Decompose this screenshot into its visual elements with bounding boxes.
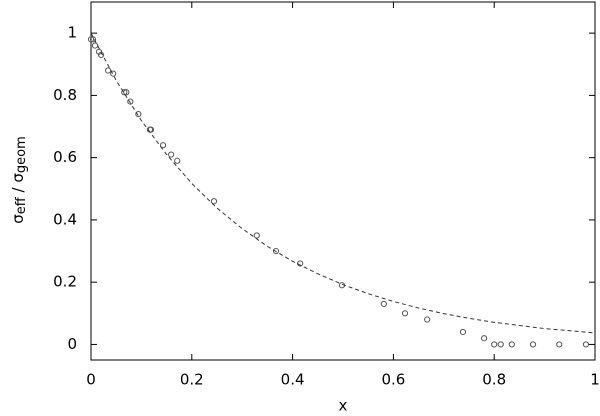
scatter-point [272, 247, 280, 255]
fit-curve [90, 32, 596, 334]
y-axis-label: σeff / σgeom [9, 136, 30, 223]
scatter-point [159, 142, 167, 149]
x-tick-label: 0.8 [482, 371, 506, 389]
scatter-point [110, 70, 117, 77]
x-tick-label: 0.6 [381, 371, 405, 389]
x-tick-label: 0.4 [281, 371, 305, 389]
scatter-point [135, 110, 142, 118]
scatter-point [91, 42, 99, 49]
y-label-subscript: geom [14, 136, 29, 173]
scatter-point [556, 341, 563, 348]
scatter-point [174, 157, 181, 164]
scatter-point [481, 335, 488, 342]
scatter-point [297, 260, 304, 267]
scatter-point [497, 341, 504, 348]
y-tick-label: 0.4 [53, 210, 77, 228]
scatter-point [424, 316, 431, 323]
scatter-point [380, 300, 387, 308]
scatter-point [508, 341, 515, 348]
scatter-point [168, 151, 175, 158]
scatter-point [401, 310, 409, 317]
y-tick-label: 0.8 [53, 86, 77, 104]
scatter-point [253, 232, 260, 239]
y-label-subscript: eff [14, 196, 29, 214]
scatter-point [529, 341, 537, 348]
y-tick-label: 1 [67, 24, 77, 42]
y-tick-label: 0.6 [53, 148, 77, 166]
scatter-point [87, 36, 95, 43]
y-tick-label: 0 [67, 335, 77, 353]
scatter-point [127, 98, 134, 105]
x-tick-label: 1 [590, 371, 600, 389]
y-label-part: σ [9, 214, 27, 224]
scatter-point [121, 89, 128, 96]
scatter-point [582, 341, 590, 348]
scatter-point [210, 198, 218, 205]
x-axis-label: x [339, 397, 348, 415]
scatter-point [123, 89, 130, 96]
x-tick-label: 0.2 [180, 371, 204, 389]
y-label-part: / σ [9, 173, 27, 198]
scatter-point [459, 328, 467, 336]
scatter-point [105, 67, 112, 74]
plot-frame [90, 1, 596, 361]
y-tick-label: 0.2 [53, 273, 77, 291]
scatter-point [491, 341, 498, 348]
scatter-point [89, 36, 97, 43]
x-tick-label: 0 [86, 371, 96, 389]
